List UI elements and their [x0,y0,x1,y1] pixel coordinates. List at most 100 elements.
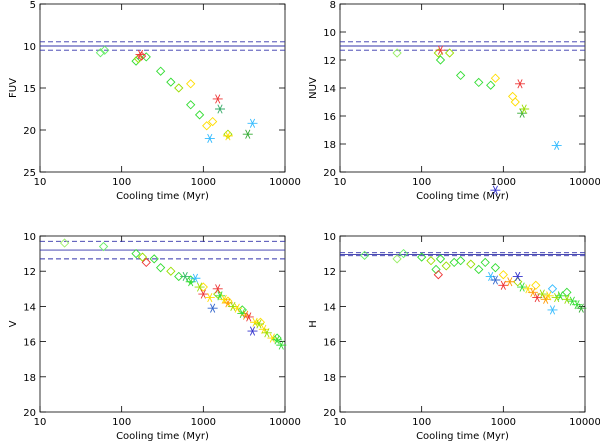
y-tick-label: 12 [323,267,336,278]
y-tick-label: 14 [23,302,36,313]
diamond-point [186,275,196,285]
diamond-point [59,238,70,248]
x-tick-label: 10 [334,177,347,188]
asterisk-point [498,280,509,290]
y-axis-label: H [308,320,319,328]
y-tick-label: 10 [23,42,36,53]
x-tick-label: 10 [334,417,347,428]
panel: 10 100 1000 10000 8 10 12 14 16 18 20 Cooling time … [308,0,600,202]
y-tick-label: 18 [323,373,336,384]
y-tick-label: 10 [323,232,336,243]
asterisk-point [537,289,548,299]
diamond-point [441,261,451,271]
asterisk-point [261,328,272,338]
diamond-point [149,254,159,264]
x-tick-label: 100 [112,177,131,188]
diamond-point [98,241,109,252]
diamond-point [498,270,508,280]
x-tick-label: 10000 [569,177,600,188]
x-tick-label: 1000 [491,177,516,188]
asterisk-point [551,140,562,150]
y-tick-label: 16 [323,112,336,123]
diamond-point [531,280,541,290]
asterisk-point [512,271,523,282]
y-tick-label: 12 [323,56,336,67]
x-axis-label: Cooling time (Myr) [116,431,209,442]
panel: 10 100 1000 10000 10 12 14 16 18 20 Cooling time (… [8,232,301,442]
diamond-point [141,52,151,62]
diamond-point [508,91,518,102]
asterisk-point [204,293,215,303]
asterisk-point [490,185,501,195]
asterisk-point [215,291,226,301]
x-tick-label: 100 [412,417,431,428]
diamond-point [392,48,402,58]
diamond-point [455,256,466,266]
diamond-point [513,277,523,287]
diamond-point [194,110,205,120]
x-tick-label: 10000 [269,417,301,428]
asterisk-point [519,104,530,114]
asterisk-point [185,277,196,287]
asterisk-point [190,273,201,283]
asterisk-point [435,45,446,55]
asterisk-point [527,287,538,297]
y-axis-label: FUV [8,78,19,98]
panel: 10 100 1000 10000 10 12 14 16 18 20 Cooling time (… [308,232,600,442]
diamond-point [486,80,496,90]
asterisk-point [267,333,278,343]
y-tick-label: 10 [23,232,36,243]
diamond-point [166,266,176,276]
y-tick-label: 10 [323,28,336,39]
asterisk-point [237,308,248,318]
x-tick-label: 100 [412,177,431,188]
asterisk-point [272,335,283,345]
x-tick-label: 10 [34,177,47,188]
diamond-point [426,256,436,266]
asterisk-point [567,296,578,306]
diamond-point [435,254,446,264]
x-tick-label: 10 [34,417,47,428]
asterisk-point [232,303,243,313]
x-tick-label: 10000 [269,177,301,188]
diamond-point [186,79,196,89]
plot-frame [39,3,286,173]
diamond-point [166,77,176,87]
diamond-point [100,45,110,55]
diamond-point [474,77,484,88]
x-tick-label: 1000 [491,417,516,428]
diamond-point [359,250,370,260]
asterisk-point [240,310,251,320]
y-tick-label: 20 [323,168,336,179]
asterisk-point [547,305,558,315]
diamond-point [131,248,141,259]
y-tick-label: 20 [323,408,336,419]
asterisk-point [540,294,551,304]
diamond-point [417,252,427,262]
asterisk-point [576,303,587,313]
y-tick-label: 16 [323,338,336,349]
asterisk-point [490,275,501,285]
y-tick-label: 18 [23,373,36,384]
x-axis-label: Cooling time (Myr) [116,191,209,202]
diamond-point [480,257,490,268]
diamond-point [490,73,501,83]
diamond-point [155,263,166,273]
asterisk-point [194,282,205,292]
diamond-point [155,66,166,76]
x-axis-label: Cooling time (Myr) [416,431,509,442]
diamond-point [174,271,184,282]
asterisk-point [204,133,215,143]
asterisk-point [215,104,226,114]
y-tick-label: 20 [23,408,36,419]
diamond-point [186,100,196,110]
asterisk-point [572,300,583,310]
asterisk-point [212,94,223,104]
diamond-point [137,252,148,262]
diamond-point [562,287,572,297]
x-tick-label: 1000 [191,177,216,188]
diamond-point [272,333,282,343]
y-tick-label: 8 [330,0,336,11]
diamond-point [433,270,443,280]
